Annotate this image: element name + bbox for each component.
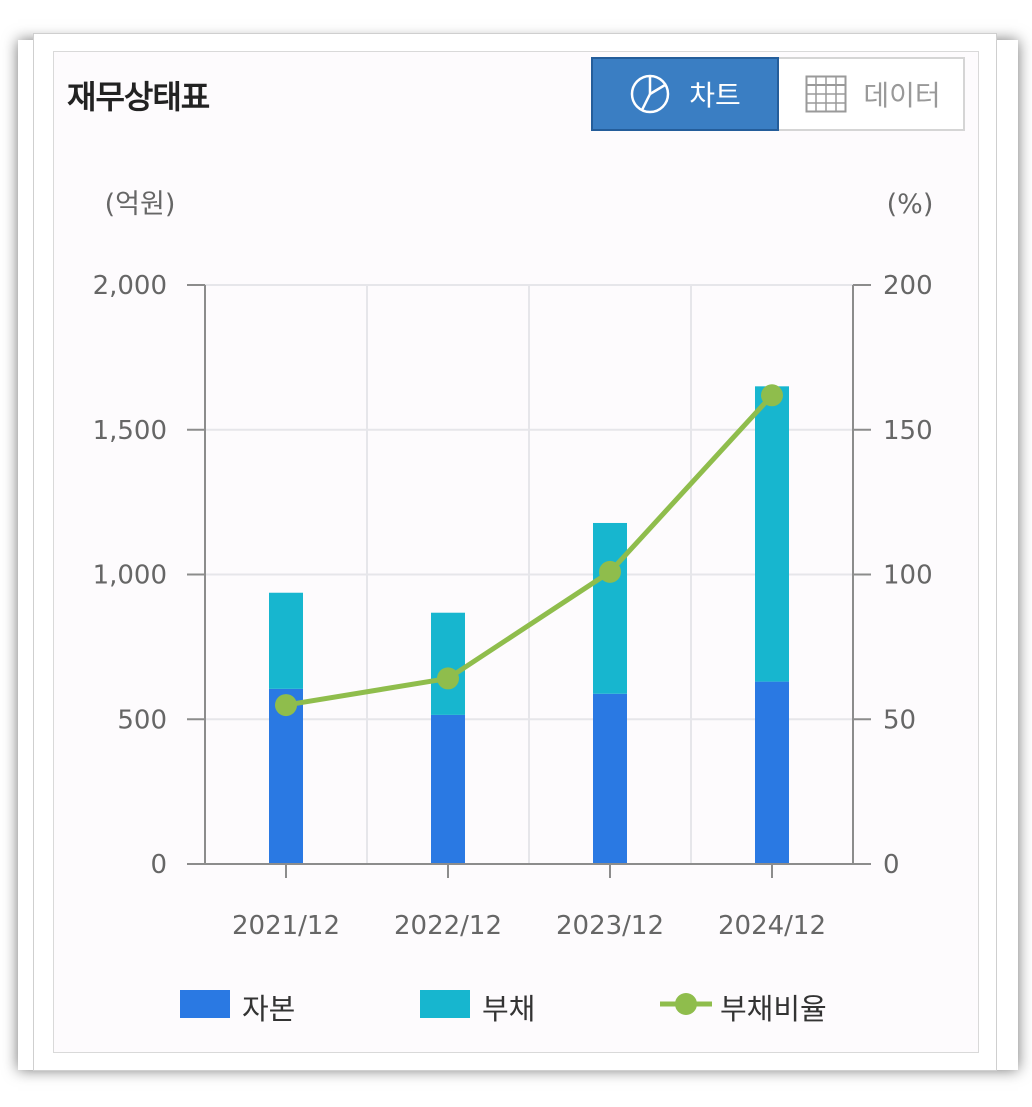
bar-liabilities — [755, 386, 789, 682]
ratio-line — [285, 393, 774, 708]
bar-equity — [593, 693, 627, 864]
left-tick-label: 1,500 — [93, 416, 167, 446]
legend-label-liabilities: 부채 — [482, 992, 536, 1026]
right-axis-unit: (%) — [887, 189, 934, 220]
left-tick-label: 1,000 — [93, 561, 167, 591]
chart-view-button[interactable]: 차트 — [591, 57, 779, 131]
ratio-point — [761, 384, 783, 407]
left-tick-label: 2,000 — [93, 271, 167, 301]
legend-swatch-ratio — [660, 993, 712, 1015]
legend-label-ratio: 부채비율 — [720, 992, 827, 1026]
view-toggle: 차트 데이터 — [591, 57, 965, 131]
x-tick-label: 2023/12 — [556, 911, 664, 941]
right-tick-label: 100 — [883, 561, 933, 591]
x-tick-label: 2021/12 — [232, 911, 340, 941]
bar-liabilities — [431, 612, 465, 715]
bar-equity — [269, 688, 303, 864]
legend-label-equity: 자본 — [242, 992, 296, 1026]
legend-swatch-liabilities — [420, 990, 470, 1018]
x-tick-label: 2022/12 — [394, 911, 502, 941]
right-tick-label: 0 — [883, 850, 900, 880]
bar-equity — [431, 714, 465, 864]
right-tick-label: 150 — [883, 416, 933, 446]
ratio-point — [599, 560, 621, 583]
bar-equity — [755, 681, 789, 864]
x-tick-label: 2024/12 — [718, 911, 826, 941]
bar-liabilities — [593, 522, 627, 694]
bar-liabilities — [269, 592, 303, 689]
chart-view-label: 차트 — [689, 79, 741, 112]
page-title: 재무상태표 — [67, 78, 210, 116]
legend-swatch-equity — [180, 990, 230, 1018]
table-icon — [805, 75, 847, 113]
ratio-point — [437, 667, 459, 690]
right-tick-label: 50 — [883, 705, 916, 735]
right-tick-label: 200 — [883, 271, 933, 301]
data-view-label: 데이터 — [863, 79, 941, 112]
left-axis-unit: (억원) — [105, 189, 176, 220]
left-tick-label: 500 — [117, 705, 167, 735]
widget-panel — [53, 51, 979, 1053]
left-tick-label: 0 — [150, 850, 167, 880]
data-view-button[interactable]: 데이터 — [781, 59, 965, 129]
chart-legend: 자본 부채 부채비율 — [0, 990, 1032, 1030]
pie-chart-icon — [630, 74, 670, 114]
ratio-point — [275, 694, 297, 717]
